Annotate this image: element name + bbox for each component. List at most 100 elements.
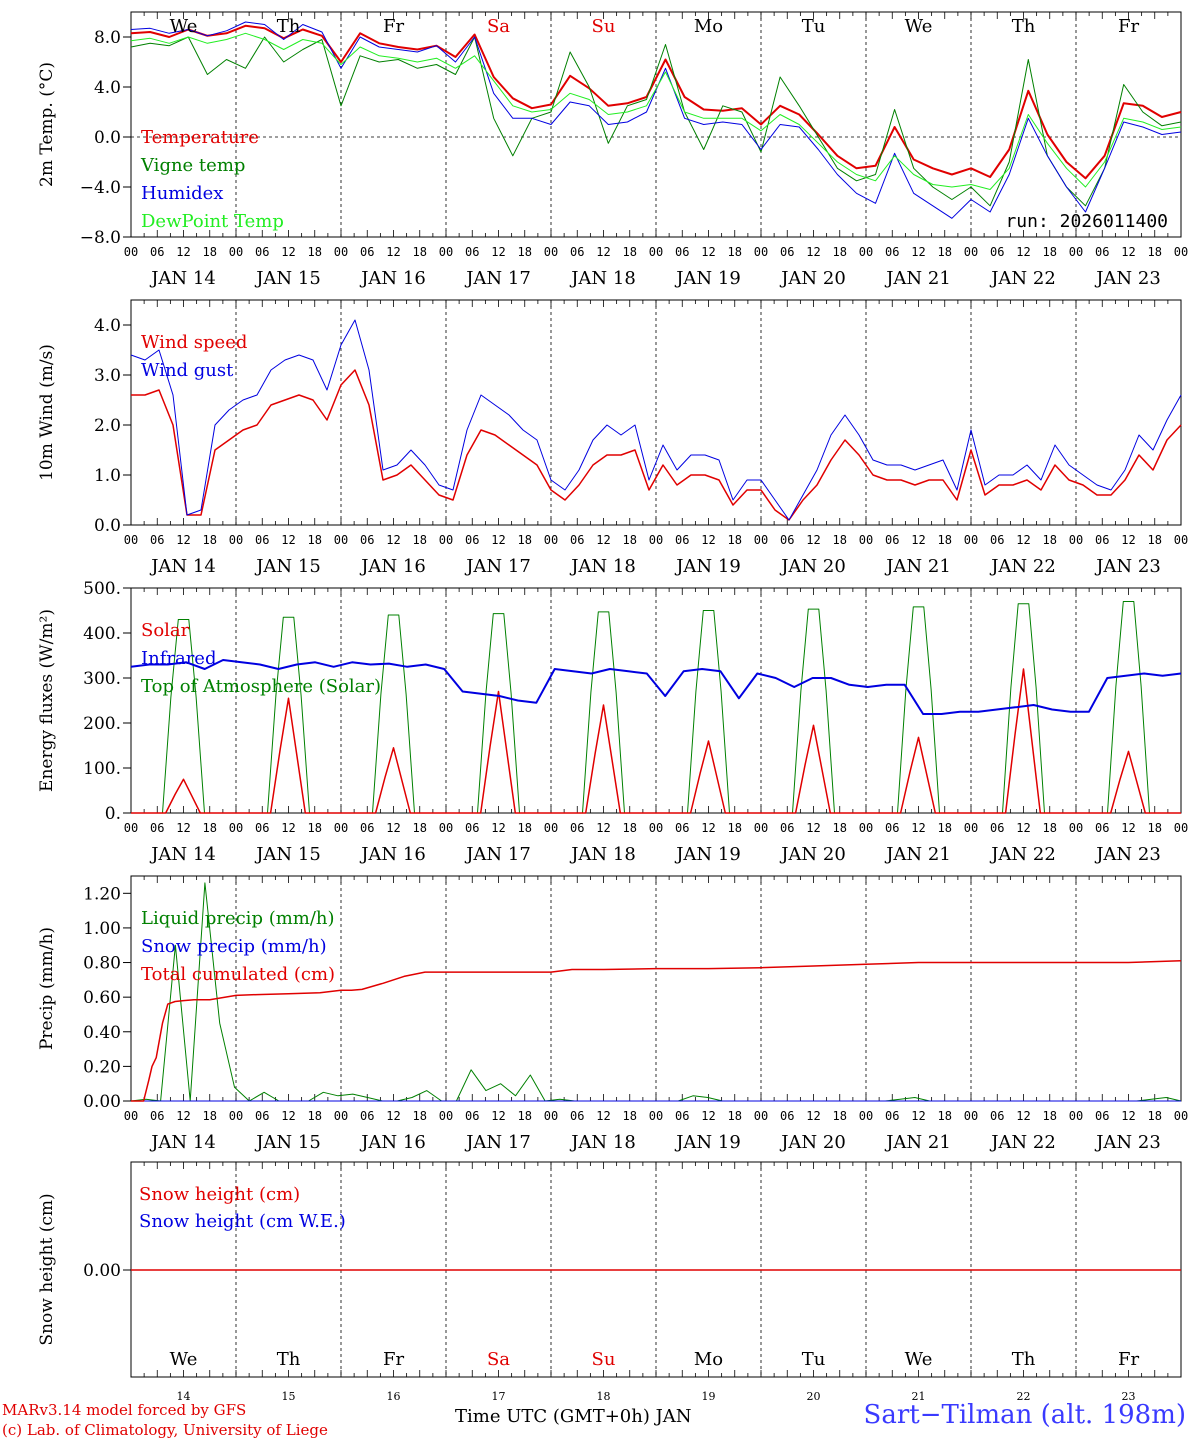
y-tick-label: 1.20 — [83, 884, 121, 904]
y-tick-label: 2.0 — [94, 416, 121, 436]
hour-tick-label: 00 — [334, 821, 348, 835]
weekday-label: Mo — [694, 1349, 723, 1370]
day-label: JAN 19 — [674, 556, 741, 577]
day-label: JAN 21 — [884, 1132, 951, 1153]
hour-tick-label: 06 — [150, 533, 164, 547]
hour-tick-label: 06 — [990, 821, 1004, 835]
hour-tick-label: 06 — [465, 533, 479, 547]
hour-tick-label: 18 — [623, 245, 637, 259]
hour-tick-label: 12 — [1016, 245, 1030, 259]
hour-tick-label: 00 — [544, 1109, 558, 1123]
hour-tick-label: 18 — [203, 533, 217, 547]
hour-tick-label: 00 — [334, 533, 348, 547]
hour-tick-label: 06 — [1095, 245, 1109, 259]
hour-tick-label: 18 — [203, 821, 217, 835]
hour-tick-label: 00 — [1174, 533, 1188, 547]
weekday-label: We — [905, 16, 933, 37]
hour-tick-label: 12 — [281, 1109, 295, 1123]
hour-tick-label: 06 — [255, 1109, 269, 1123]
hour-tick-label: 06 — [465, 245, 479, 259]
legend-entry: Solar — [141, 620, 190, 641]
hour-tick-label: 06 — [150, 245, 164, 259]
hour-tick-label: 00 — [649, 1109, 663, 1123]
panel-2: 10m Wind (m/s)4.03.02.01.00.000 06 12 18JAN… — [37, 299, 1188, 577]
panel-3: Energy fluxes (W/m²) 500. 400. 300. 200. 100.… — [37, 579, 1188, 865]
model-credit-line2: (c) Lab. of Climatology, University of L… — [2, 1421, 328, 1439]
weekday-label: Fr — [1118, 16, 1139, 37]
hour-tick-label: 06 — [570, 1109, 584, 1123]
hour-tick-label: 00 — [1069, 1109, 1083, 1123]
hour-tick-label: 18 — [518, 821, 532, 835]
hour-tick-label: 18 — [1148, 245, 1162, 259]
day-number: 23 — [1122, 1390, 1136, 1403]
legend-entry: DewPoint Temp — [141, 211, 284, 232]
model-credit: MARv3.14 model forced by GFS (c) Lab. of… — [2, 1400, 328, 1440]
hour-tick-label: 12 — [386, 1109, 400, 1123]
hour-tick-label: 18 — [518, 245, 532, 259]
panel-4: Precip (mm/h) 1.20 1.00 0.80 0.60 0.40 0.20 0.0… — [37, 875, 1188, 1153]
weekday-label: Fr — [1118, 1349, 1139, 1370]
hour-tick-label: 00 — [1174, 245, 1188, 259]
hour-tick-label: 12 — [1121, 821, 1135, 835]
hour-tick-label: 12 — [281, 245, 295, 259]
weekday-label: Th — [277, 16, 301, 37]
y-tick-label: 1.00 — [83, 919, 121, 939]
hour-tick-label: 06 — [780, 1109, 794, 1123]
hour-tick-label: 06 — [150, 1109, 164, 1123]
hour-tick-label: 18 — [518, 533, 532, 547]
day-label: JAN 21 — [884, 268, 951, 289]
hour-tick-label: 12 — [911, 245, 925, 259]
hour-tick-label: 12 — [1016, 533, 1030, 547]
hour-tick-label: 06 — [465, 821, 479, 835]
hour-tick-label: 06 — [885, 821, 899, 835]
y-tick-label: 4.0 — [94, 78, 121, 98]
y-tick-label: 0.00 — [83, 1092, 121, 1112]
hour-tick-label: 12 — [386, 533, 400, 547]
day-label: JAN 20 — [779, 268, 846, 289]
hour-tick-label: 00 — [754, 533, 768, 547]
legend-entry: Infrared — [141, 648, 216, 669]
hour-tick-label: 00 — [859, 1109, 873, 1123]
hour-tick-label: 18 — [833, 821, 847, 835]
weekday-label: We — [170, 16, 198, 37]
y-tick-label: 200. — [83, 714, 121, 734]
y-tick-label: 3.0 — [94, 366, 121, 386]
day-label: JAN 15 — [254, 844, 321, 865]
day-label: JAN 23 — [1094, 1132, 1161, 1153]
y-tick-label: 300. — [83, 669, 121, 689]
day-number: 19 — [702, 1390, 716, 1403]
series-wind-gust — [130, 319, 1182, 521]
hour-tick-label: 12 — [596, 1109, 610, 1123]
hour-tick-label: 12 — [176, 821, 190, 835]
hour-tick-label: 00 — [439, 533, 453, 547]
day-label: JAN 22 — [989, 1132, 1056, 1153]
legend-entry: Wind speed — [141, 332, 247, 353]
panel-5: Snow height (cm) 0.00 Snow height (cm) Snow… — [37, 1161, 1182, 1403]
hour-tick-label: 12 — [176, 533, 190, 547]
hour-tick-label: 18 — [413, 533, 427, 547]
y-tick-label: 0.0 — [94, 516, 121, 536]
hour-tick-label: 06 — [255, 821, 269, 835]
day-label: JAN 17 — [464, 1132, 531, 1153]
hour-tick-label: 06 — [360, 821, 374, 835]
day-label: JAN 15 — [254, 556, 321, 577]
hour-tick-label: 18 — [623, 533, 637, 547]
y-tick-label: 0.60 — [83, 988, 121, 1008]
y-axis-label: Precip (mm/h) — [37, 927, 57, 1050]
hour-tick-label: 06 — [675, 533, 689, 547]
day-label: JAN 19 — [674, 268, 741, 289]
hour-tick-label: 00 — [1174, 1109, 1188, 1123]
legend-entry: Temperature — [141, 127, 259, 148]
hour-tick-label: 12 — [1016, 1109, 1030, 1123]
day-number: 18 — [597, 1390, 611, 1403]
hour-tick-label: 06 — [255, 245, 269, 259]
hour-tick-label: 06 — [780, 533, 794, 547]
y-tick-label: 0.40 — [83, 1023, 121, 1043]
hour-tick-label: 06 — [150, 821, 164, 835]
weekday-label: Th — [1012, 1349, 1036, 1370]
weekday-label: Th — [277, 1349, 301, 1370]
hour-tick-label: 18 — [1148, 821, 1162, 835]
hour-tick-label: 00 — [649, 245, 663, 259]
hour-tick-label: 12 — [701, 533, 715, 547]
